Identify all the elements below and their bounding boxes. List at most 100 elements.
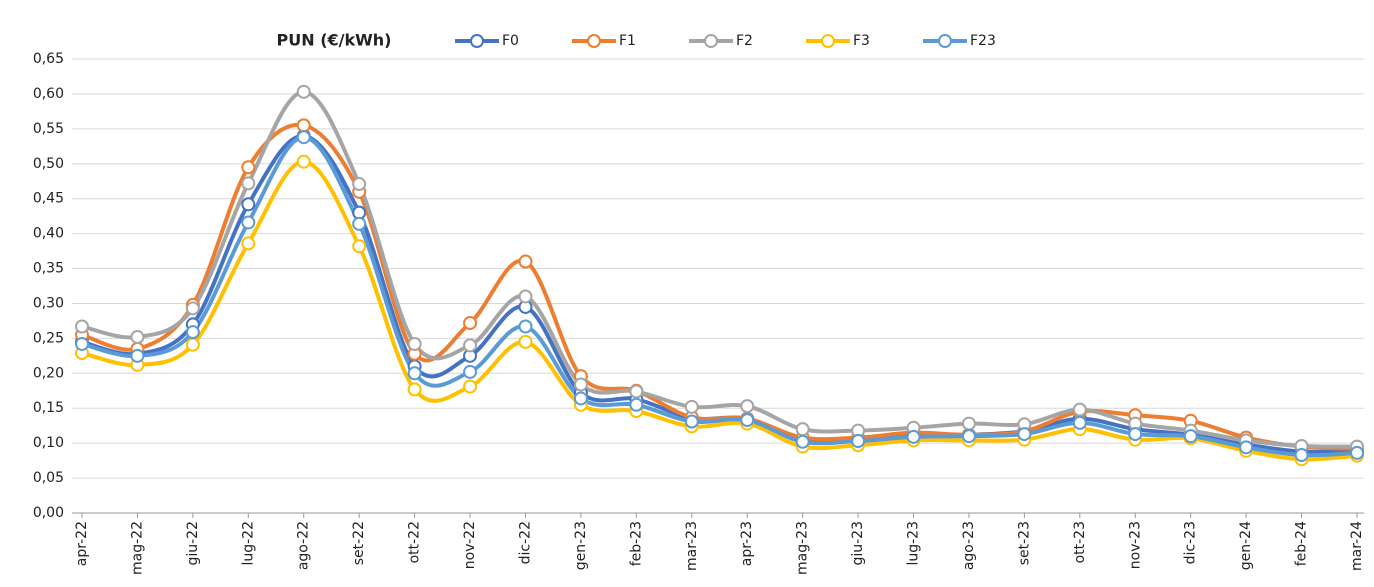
point-marker: [352, 216, 367, 231]
point-marker: [684, 399, 699, 414]
x-tick-label: lug-23: [906, 521, 922, 566]
point-marker: [906, 429, 921, 444]
y-tick-label: 0,20: [33, 365, 64, 381]
point-marker: [463, 316, 478, 331]
x-tick-label: ago-22: [296, 521, 312, 570]
point-marker: [241, 176, 256, 191]
point-marker: [352, 239, 367, 254]
y-tick-label: 0,65: [33, 51, 64, 67]
x-tick-label: ott-23: [1072, 521, 1088, 563]
point-marker: [795, 422, 810, 437]
point-marker: [961, 416, 976, 431]
point-marker: [1183, 429, 1198, 444]
x-tick-label: giu-22: [185, 521, 201, 566]
y-tick-label: 0,25: [33, 330, 64, 346]
point-marker: [407, 382, 422, 397]
point-marker: [407, 336, 422, 351]
y-tick-label: 0,50: [33, 156, 64, 172]
y-tick-label: 0,55: [33, 121, 64, 137]
x-tick-label: apr-23: [739, 521, 755, 566]
point-marker: [130, 329, 145, 344]
point-marker: [518, 319, 533, 334]
point-marker: [1072, 415, 1087, 430]
legend-marker: [587, 34, 601, 48]
point-marker: [407, 366, 422, 381]
point-marker: [463, 379, 478, 394]
y-tick-label: 0,05: [33, 470, 64, 486]
point-marker: [684, 414, 699, 429]
x-tick-label: nov-22: [462, 521, 478, 569]
y-tick-label: 0,60: [33, 86, 64, 102]
point-marker: [795, 434, 810, 449]
point-marker: [75, 336, 89, 351]
y-tick-label: 0,15: [33, 400, 64, 416]
x-tick-label: mag-22: [129, 521, 145, 575]
x-tick-label: mar-24: [1349, 521, 1365, 571]
x-tick-label: feb-24: [1294, 521, 1310, 566]
point-marker: [463, 364, 478, 379]
y-tick-label: 0,10: [33, 435, 64, 451]
legend-marker: [821, 34, 835, 48]
point-marker: [241, 160, 256, 175]
x-tick-label: nov-23: [1127, 521, 1143, 569]
y-tick-label: 0,40: [33, 226, 64, 242]
point-marker: [75, 319, 89, 334]
legend-label: F1: [619, 33, 636, 49]
point-marker: [573, 391, 588, 406]
point-marker: [130, 348, 145, 363]
x-tick-label: set-23: [1016, 521, 1032, 565]
point-marker: [518, 254, 533, 269]
y-tick-label: 0,45: [33, 191, 64, 207]
point-marker: [241, 215, 256, 230]
point-marker: [1072, 402, 1087, 417]
point-marker: [629, 384, 644, 399]
y-tick-label: 0,30: [33, 295, 64, 311]
legend-label: F23: [970, 33, 996, 49]
series-line: [81, 133, 1358, 454]
point-marker: [352, 177, 367, 192]
point-marker: [185, 337, 200, 352]
x-tick-label: set-22: [351, 521, 367, 565]
point-marker: [851, 434, 866, 449]
x-tick-label: dic-23: [1183, 521, 1199, 564]
point-marker: [463, 338, 478, 353]
point-marker: [1350, 445, 1364, 460]
point-marker: [296, 84, 311, 99]
point-marker: [740, 413, 755, 428]
x-tick-label: lug-22: [240, 521, 256, 566]
chart-title: PUN (€/kWh): [277, 31, 392, 50]
point-marker: [185, 301, 200, 316]
point-marker: [296, 118, 311, 133]
y-tick-label: 0,00: [33, 505, 64, 521]
point-marker: [518, 334, 533, 349]
x-tick-label: mag-23: [795, 521, 811, 575]
x-tick-label: dic-22: [517, 521, 533, 564]
point-marker: [296, 154, 311, 169]
legend-marker: [938, 34, 952, 48]
point-marker: [1239, 440, 1254, 455]
point-marker: [573, 377, 588, 392]
x-tick-label: giu-23: [850, 521, 866, 566]
point-marker: [1128, 427, 1143, 442]
point-marker: [961, 429, 976, 444]
series-line: [81, 89, 1358, 449]
x-tick-label: apr-22: [74, 521, 90, 566]
x-tick-label: ott-22: [407, 521, 423, 563]
point-marker: [629, 397, 644, 412]
x-tick-label: mar-23: [684, 521, 700, 571]
x-tick-label: feb-23: [628, 521, 644, 566]
point-marker: [296, 130, 311, 145]
legend-label: F0: [502, 33, 519, 49]
y-tick-label: 0,35: [33, 261, 64, 277]
legend-marker: [470, 34, 484, 48]
point-marker: [740, 399, 755, 414]
legend-marker: [704, 34, 718, 48]
legend-label: F2: [736, 33, 753, 49]
series-line: [81, 159, 1358, 462]
point-marker: [518, 289, 533, 304]
point-marker: [241, 236, 256, 251]
x-tick-label: gen-23: [573, 521, 589, 570]
legend-label: F3: [853, 33, 870, 49]
point-marker: [1294, 448, 1309, 463]
